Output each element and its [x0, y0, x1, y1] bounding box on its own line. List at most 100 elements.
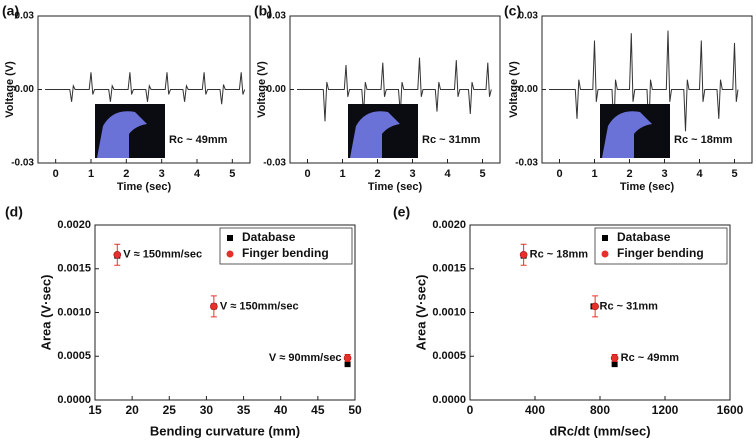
annotation: Rc ~ 18mm: [530, 249, 589, 261]
point: [519, 250, 528, 259]
x-tick-label: 2: [374, 168, 380, 180]
x-tick-label: 5: [479, 168, 485, 180]
annotation: V ≈ 90mm/sec: [269, 352, 342, 364]
y-tick-label: 0.00: [15, 84, 35, 95]
x-axis-label: Time (sec): [117, 181, 172, 193]
x-tick-label: 5: [731, 168, 737, 180]
x-tick-label: 0: [467, 403, 474, 417]
point: [210, 302, 218, 311]
y-tick-label: -0.03: [515, 158, 538, 169]
annotation: Rc ~ 31mm: [600, 300, 659, 312]
y-axis-label: Area (V·sec): [413, 275, 428, 351]
y-tick-label: 0.03: [519, 11, 539, 22]
x-tick-label: 0: [53, 168, 59, 180]
x-tick-label: 800: [590, 403, 610, 417]
legend-label: Database: [242, 230, 296, 244]
y-tick-label: 0.0020: [57, 219, 91, 231]
y-tick-label: 0.0000: [432, 394, 466, 406]
y-tick-label: 0.0005: [57, 350, 91, 362]
x-tick-label: 1: [339, 168, 345, 180]
panel-label: (c): [504, 3, 521, 19]
x-tick-label: 1200: [652, 403, 679, 417]
x-tick-label: 15: [88, 403, 102, 417]
inset-hand: [97, 111, 147, 158]
inset-hand: [350, 111, 400, 158]
x-tick-label: 4: [696, 168, 703, 180]
point: [591, 302, 599, 311]
y-tick-label: 0.0015: [432, 263, 466, 275]
signal-line: [45, 72, 246, 105]
x-tick-label: 2: [626, 168, 632, 180]
y-axis-label: Voltage (V): [508, 61, 520, 118]
x-tick-label: 20: [125, 403, 139, 417]
y-tick-label: 0.0020: [432, 219, 466, 231]
inset-annotation: Rc ~ 18mm: [674, 134, 733, 146]
x-tick-label: 0: [304, 168, 310, 180]
inset-hand: [602, 111, 652, 158]
panel-label: (d): [5, 204, 23, 220]
y-axis-label: Voltage (V): [256, 61, 268, 118]
legend-box: [219, 227, 353, 265]
y-tick-label: -0.03: [263, 158, 286, 169]
x-tick-label: 3: [661, 168, 667, 180]
x-tick-label: 1: [88, 168, 94, 180]
legend-label: Database: [617, 230, 671, 244]
legend-marker: [226, 250, 234, 258]
x-axis-label: Time (sec): [620, 181, 675, 193]
legend-box: [594, 227, 728, 265]
point: [344, 361, 351, 368]
annotation: V ≈ 150mm/sec: [123, 249, 202, 261]
x-tick-label: 4: [444, 168, 451, 180]
y-axis-label: Area (V·sec): [38, 275, 53, 351]
x-tick-label: 0: [556, 168, 562, 180]
x-axis-label: Bending curvature (mm): [150, 423, 300, 438]
y-tick-label: 0.0015: [57, 263, 91, 275]
x-tick-label: 3: [159, 168, 165, 180]
x-tick-label: 40: [274, 403, 288, 417]
y-tick-label: -0.03: [11, 158, 34, 169]
y-tick-label: 0.0010: [57, 306, 91, 318]
x-tick-label: 45: [311, 403, 325, 417]
signal-line: [297, 57, 492, 122]
x-tick-label: 1: [591, 168, 597, 180]
y-tick-label: 0.00: [519, 84, 539, 95]
legend-label: Finger bending: [617, 246, 704, 260]
legend-label: Finger bending: [242, 246, 329, 260]
y-axis-label: Voltage (V): [4, 61, 16, 118]
x-axis-label: Time (sec): [368, 181, 423, 193]
x-tick-label: 50: [348, 403, 362, 417]
x-tick-label: 30: [200, 403, 214, 417]
legend-marker: [601, 250, 609, 258]
panel-label: (e): [393, 204, 410, 220]
x-tick-label: 35: [237, 403, 251, 417]
x-tick-label: 5: [229, 168, 235, 180]
legend-marker: [602, 235, 608, 241]
x-tick-label: 3: [409, 168, 415, 180]
point: [343, 354, 352, 362]
panel-label: (b): [254, 3, 272, 19]
x-tick-label: 1600: [717, 403, 744, 417]
inset-annotation: Rc ~ 31mm: [422, 134, 481, 146]
x-tick-label: 4: [194, 168, 201, 180]
y-tick-label: 0.0010: [432, 306, 466, 318]
signal-line: [549, 30, 739, 132]
point: [611, 361, 618, 368]
y-tick-label: 0.03: [267, 11, 287, 22]
annotation: V ≈ 150mm/sec: [220, 300, 299, 312]
x-tick-label: 400: [525, 403, 545, 417]
point: [610, 354, 619, 362]
y-tick-label: 0.03: [15, 11, 35, 22]
point: [113, 250, 122, 259]
annotation: Rc ~ 49mm: [621, 352, 680, 364]
x-tick-label: 25: [163, 403, 177, 417]
panel-label: (a): [2, 3, 19, 19]
y-tick-label: 0.0005: [432, 350, 466, 362]
y-tick-label: 0.00: [267, 84, 287, 95]
x-axis-label: dRc/dt (mm/sec): [549, 423, 650, 438]
x-tick-label: 2: [123, 168, 129, 180]
legend-marker: [227, 235, 233, 241]
inset-annotation: Rc ~ 49mm: [169, 134, 228, 146]
y-tick-label: 0.0000: [57, 394, 91, 406]
